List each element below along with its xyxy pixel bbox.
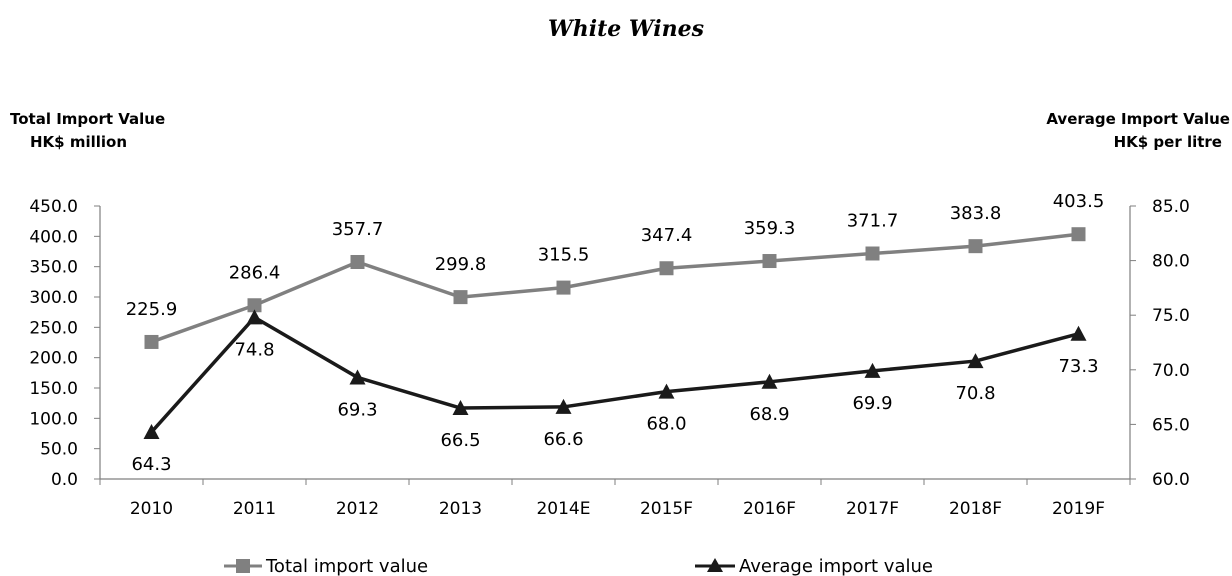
average-import-value-data-label: 69.9 [852, 393, 892, 414]
average-import-value-data-label: 68.0 [646, 414, 686, 435]
left-tick-label: 450.0 [29, 197, 78, 217]
legend: Total import value Average import value [224, 556, 933, 576]
legend-item-average: Average import value [695, 556, 933, 576]
total-import-value-marker [762, 254, 777, 269]
total-import-value-marker [556, 280, 571, 295]
total-import-value-data-label: 315.5 [538, 245, 590, 266]
left-tick-label: 200.0 [29, 349, 78, 369]
total-import-value-marker [1071, 227, 1086, 242]
left-tick-label: 100.0 [29, 409, 78, 429]
x-tick-label: 2015F [640, 499, 693, 519]
total-import-value-line [150, 232, 1079, 344]
average-import-value-data-label: 69.3 [337, 399, 377, 420]
average-import-value-marker [761, 373, 778, 389]
total-import-value-marker [247, 298, 262, 313]
average-import-value-marker [658, 383, 675, 399]
total-import-value-data-label: 357.7 [332, 219, 384, 240]
average-import-value-marker [967, 353, 984, 369]
legend-triangle-marker [707, 558, 723, 572]
total-import-value-marker [865, 246, 880, 261]
average-import-value-marker [1070, 325, 1087, 341]
average-import-value-data-label: 70.8 [955, 383, 995, 404]
average-import-value-marker [349, 369, 366, 385]
total-import-value-marker [453, 290, 468, 305]
average-import-value-data-label: 64.3 [131, 454, 171, 475]
average-import-value-data-label: 73.3 [1058, 356, 1098, 377]
average-import-value-marker [555, 398, 572, 414]
right-tick-label: 85.0 [1152, 197, 1190, 217]
left-tick-label: 0.0 [51, 470, 78, 490]
total-import-value-data-label: 371.7 [847, 211, 899, 232]
total-import-value-data-label: 359.3 [744, 218, 796, 239]
legend-item-total: Total import value [224, 556, 428, 576]
x-tick-label: 2011 [233, 499, 276, 519]
right-tick-label: 60.0 [1152, 470, 1190, 490]
left-tick-label: 400.0 [29, 227, 78, 247]
x-tick-label: 2019F [1052, 499, 1105, 519]
left-tick-label: 250.0 [29, 318, 78, 338]
right-tick-label: 75.0 [1152, 306, 1190, 326]
total-import-value-marker [968, 239, 983, 254]
left-tick-label: 350.0 [29, 258, 78, 278]
average-import-value-line [150, 315, 1079, 434]
x-tick-label: 2014E [536, 499, 590, 519]
x-tick-label: 2013 [439, 499, 482, 519]
legend-label-total: Total import value [265, 556, 428, 576]
average-import-value-data-label: 66.6 [543, 429, 583, 450]
total-import-value-data-label: 299.8 [435, 254, 487, 275]
total-import-value-marker [144, 334, 159, 349]
average-import-value-marker [864, 362, 881, 378]
average-import-value-data-label: 74.8 [234, 339, 274, 360]
total-import-value-marker [350, 254, 365, 269]
right-tick-label: 70.0 [1152, 361, 1190, 381]
right-tick-label: 65.0 [1152, 415, 1190, 435]
right-axis-title-line1: Average Import Value [1046, 110, 1230, 128]
legend-label-average: Average import value [739, 556, 933, 576]
right-axis-title-line2: HK$ per litre [1114, 133, 1222, 151]
x-tick-label: 2018F [949, 499, 1002, 519]
left-axis-title-line2: HK$ million [30, 133, 127, 151]
series-total-import-value: 225.9 286.4 357.7 299.8 315.5 347.4 359.3 371.7… [126, 191, 1105, 349]
total-import-value-data-label: 225.9 [126, 299, 178, 320]
average-import-value-marker [246, 309, 263, 325]
series-average-import-value: 64.3 74.8 69.3 66.5 66.6 68.0 68.9 69.9 70.8 73.3 [131, 309, 1099, 475]
total-import-value-data-label: 347.4 [641, 225, 693, 246]
left-tick-label: 300.0 [29, 288, 78, 308]
average-import-value-marker [143, 424, 160, 440]
axes: 0.0 50.0 100.0 150.0 200.0 250.0 300.0 350.0 400… [29, 197, 1190, 519]
x-tick-label: 2017F [846, 499, 899, 519]
average-import-value-data-label: 66.5 [440, 430, 480, 451]
x-tick-label: 2010 [130, 499, 173, 519]
x-tick-label: 2016F [743, 499, 796, 519]
total-import-value-data-label: 403.5 [1053, 191, 1105, 212]
left-tick-label: 50.0 [40, 440, 78, 460]
right-tick-label: 80.0 [1152, 252, 1190, 272]
left-axis-title-line1: Total Import Value [10, 110, 165, 128]
total-import-value-data-label: 286.4 [229, 262, 281, 283]
total-import-value-data-label: 383.8 [950, 203, 1002, 224]
chart-title: White Wines [548, 16, 704, 42]
x-tick-label: 2012 [336, 499, 379, 519]
total-import-value-marker [659, 261, 674, 276]
average-import-value-marker [452, 400, 469, 416]
legend-square-marker [236, 559, 250, 573]
left-tick-label: 150.0 [29, 379, 78, 399]
average-import-value-data-label: 68.9 [749, 404, 789, 425]
